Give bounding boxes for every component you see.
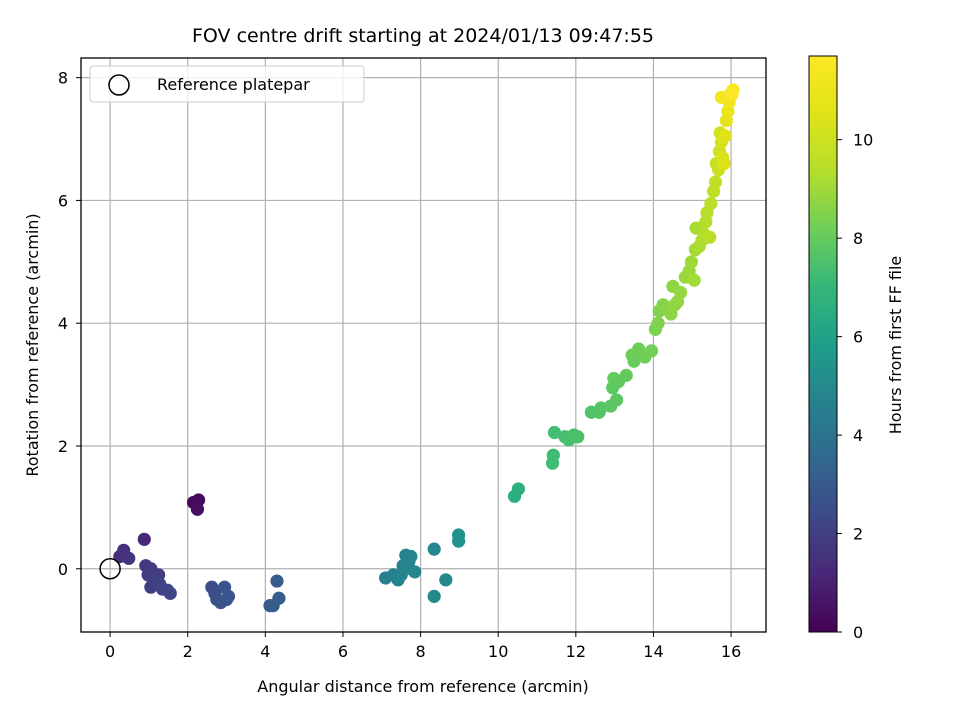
data-point [687,273,701,287]
colorbar-tick-label: 8 [853,229,863,248]
data-point [674,285,688,300]
reference-platepar-marker [99,558,121,580]
x-tick-label: 14 [643,642,663,661]
data-point [718,129,732,143]
data-point [703,230,717,244]
scatter-points [113,83,740,613]
y-tick-label: 4 [58,314,68,333]
data-point [272,591,286,605]
data-point [270,574,284,588]
x-axis-label: Angular distance from reference (arcmin) [257,677,588,696]
data-point [684,255,699,269]
x-tick-label: 8 [415,642,425,661]
data-point [619,368,633,382]
x-axis-ticks: 0 2 4 6 8 10 12 14 16 [105,632,741,661]
y-tick-label: 2 [58,437,68,456]
data-point [547,425,562,440]
data-point [708,175,723,189]
data-point [190,502,205,516]
data-point [511,482,525,496]
x-tick-label: 0 [105,642,115,661]
colorbar-label: Hours from first FF file [886,256,905,435]
data-point [452,534,466,548]
data-point [644,344,659,358]
data-point [439,573,453,587]
colorbar-ticks: 0 2 4 6 8 10 [837,131,873,642]
colorbar-tick-label: 4 [853,426,863,445]
reference-marker [99,558,121,580]
data-point [651,316,665,330]
x-tick-label: 16 [721,642,741,661]
data-point [122,551,136,565]
x-tick-label: 2 [183,642,193,661]
data-point [163,586,177,600]
y-axis-ticks: 0 2 4 6 8 [58,69,81,579]
data-point [607,371,621,386]
y-tick-label: 6 [58,191,68,210]
x-tick-label: 10 [488,642,508,661]
grid [81,58,766,632]
legend-open-circle-marker [108,74,130,96]
x-tick-label: 6 [338,642,348,661]
data-point [404,549,418,564]
data-point [221,589,236,603]
colorbar [808,55,838,633]
colorbar-tick-label: 0 [853,623,863,642]
data-point [609,393,624,407]
chart-title: FOV centre drift starting at 2024/01/13 … [192,25,654,47]
data-point [427,589,441,603]
y-tick-label: 0 [58,560,68,579]
plot-frame [80,57,767,633]
legend-entry-reference-platepar: Reference platepar [157,75,310,94]
y-axis-label: Rotation from reference (arcmin) [23,213,42,476]
data-point [571,430,585,444]
data-point [717,156,731,171]
legend-box [89,65,365,103]
data-point [137,532,151,546]
x-tick-label: 12 [566,642,586,661]
y-tick-label: 8 [58,69,68,88]
data-point [408,565,422,579]
colorbar-tick-label: 10 [853,131,873,150]
data-point [725,88,739,102]
colorbar-tick-label: 6 [853,328,863,347]
legend: Reference platepar [89,65,365,103]
x-tick-label: 4 [260,642,270,661]
data-point [704,196,718,211]
colorbar-tick-label: 2 [853,525,863,544]
data-point [545,456,560,470]
data-point [427,542,441,556]
